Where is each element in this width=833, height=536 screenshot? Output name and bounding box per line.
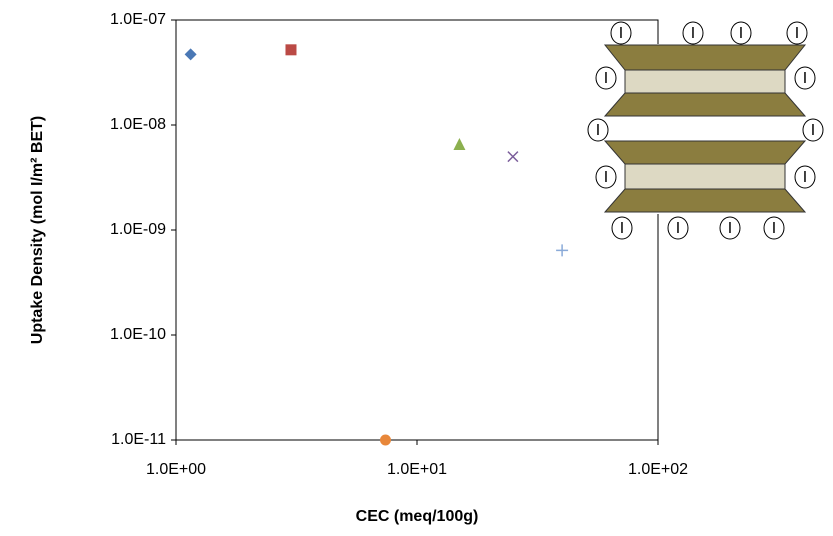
ion-circle bbox=[682, 21, 704, 45]
ion-circle bbox=[730, 21, 752, 45]
clay-layer bbox=[603, 92, 807, 117]
ion-label: I bbox=[811, 122, 815, 139]
y-axis-title: Uptake Density (mol I/m² BET) bbox=[29, 116, 46, 344]
clay-layer bbox=[603, 140, 807, 165]
ion-circle bbox=[595, 165, 617, 189]
ion-circle bbox=[786, 21, 808, 45]
y-tick-label: 1.0E-08 bbox=[110, 116, 166, 133]
ion-label: I bbox=[739, 25, 743, 42]
ion-circle bbox=[610, 21, 632, 45]
point bbox=[379, 434, 391, 446]
interlayer bbox=[624, 69, 786, 94]
clay-layer bbox=[603, 44, 807, 71]
y-tick-label: 1.0E-07 bbox=[110, 11, 166, 28]
point bbox=[556, 244, 569, 257]
clay-diagram: I I I I I I I I I I I I I I bbox=[587, 21, 824, 240]
x-axis-title: CEC (meq/100g) bbox=[356, 508, 479, 525]
x-tick-label: 1.0E+02 bbox=[628, 461, 688, 478]
y-tick-label: 1.0E-09 bbox=[110, 221, 166, 238]
ion-label: I bbox=[619, 25, 623, 42]
ion-label: I bbox=[676, 220, 680, 237]
point bbox=[507, 151, 519, 163]
clay-layer bbox=[603, 188, 807, 213]
ion-label: I bbox=[691, 25, 695, 42]
point bbox=[184, 48, 197, 61]
x-tick-label: 1.0E+00 bbox=[146, 461, 206, 478]
y-tick-label: 1.0E-11 bbox=[111, 431, 166, 448]
ion-label: I bbox=[596, 122, 600, 139]
ion-label: I bbox=[803, 70, 807, 87]
point bbox=[285, 44, 297, 56]
ion-circle bbox=[802, 118, 824, 142]
ion-circle bbox=[794, 66, 816, 90]
ion-label: I bbox=[620, 220, 624, 237]
ion-circle bbox=[595, 66, 617, 90]
ion-circle bbox=[667, 216, 689, 240]
ion-circle bbox=[719, 216, 741, 240]
ion-label: I bbox=[604, 169, 608, 186]
x-tick-label: 1.0E+01 bbox=[387, 461, 447, 478]
y-tick-label: 1.0E-10 bbox=[110, 326, 166, 343]
interlayer bbox=[624, 163, 786, 190]
ion-label: I bbox=[604, 70, 608, 87]
ion-label: I bbox=[795, 25, 799, 42]
ion-label: I bbox=[728, 220, 732, 237]
ion-circle bbox=[763, 216, 785, 240]
ion-circle bbox=[587, 118, 609, 142]
ion-circle bbox=[611, 216, 633, 240]
ion-circle bbox=[794, 165, 816, 189]
plot-frame bbox=[175, 19, 659, 441]
ion-label: I bbox=[772, 220, 776, 237]
ion-label: I bbox=[803, 169, 807, 186]
point bbox=[453, 137, 466, 150]
